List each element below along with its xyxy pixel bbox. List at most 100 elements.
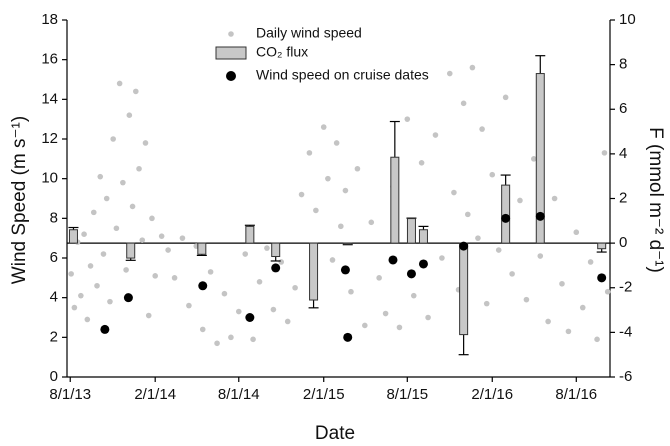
point <box>479 126 485 132</box>
point <box>483 300 490 307</box>
legend-swatch <box>215 46 247 60</box>
x-axis-label: Date <box>315 423 355 444</box>
x-tick-label: 2/1/15 <box>303 386 345 403</box>
point <box>342 187 349 194</box>
y-tick-label: 4 <box>50 289 58 306</box>
y2-tick-label: -4 <box>619 323 632 340</box>
point <box>348 288 354 295</box>
point <box>284 318 291 325</box>
point <box>278 259 285 265</box>
point <box>343 332 353 342</box>
point <box>587 259 594 265</box>
y-tick-label: 12 <box>41 130 58 147</box>
point <box>446 70 453 77</box>
point <box>517 197 523 204</box>
legend-label: CO₂ flux <box>256 44 308 60</box>
point <box>432 132 439 138</box>
point <box>406 269 416 279</box>
point <box>340 265 350 275</box>
point <box>152 273 158 279</box>
point <box>354 165 361 172</box>
point <box>425 314 431 321</box>
y-axis-label: Wind Speed (m s⁻¹) <box>9 116 30 284</box>
point <box>537 253 544 259</box>
point <box>404 116 411 122</box>
bar <box>197 242 207 255</box>
point <box>90 209 97 216</box>
y2-tick-label: 2 <box>619 189 627 206</box>
x-tick-label: 8/1/13 <box>49 386 91 403</box>
point <box>271 263 281 273</box>
point <box>120 179 126 186</box>
point <box>495 247 502 253</box>
point <box>123 267 129 273</box>
point <box>136 165 142 172</box>
y-tick-label: 10 <box>41 170 58 187</box>
point <box>469 64 476 71</box>
y2-tick-label: -2 <box>619 279 632 296</box>
point <box>325 175 331 182</box>
point <box>545 318 551 325</box>
point <box>523 296 530 303</box>
point <box>68 271 74 277</box>
x-tick-label: 8/1/14 <box>218 386 260 403</box>
point <box>362 322 368 329</box>
point <box>459 241 469 251</box>
point <box>418 259 428 269</box>
point <box>460 100 467 107</box>
point <box>123 293 133 303</box>
point <box>235 308 242 315</box>
x-tick-label: 2/1/16 <box>471 386 513 403</box>
point <box>100 324 110 334</box>
point <box>129 203 136 210</box>
legend-label: Wind speed on cruise dates <box>256 67 429 83</box>
point <box>142 140 149 146</box>
bar <box>245 225 255 244</box>
point <box>559 280 565 287</box>
point <box>126 112 133 118</box>
point <box>439 255 445 261</box>
point <box>264 245 270 251</box>
y2-tick-label: 8 <box>619 56 627 73</box>
point <box>97 173 104 180</box>
point <box>103 195 110 202</box>
y2-tick-label: 4 <box>619 145 627 162</box>
bar <box>343 242 353 245</box>
bar <box>418 229 428 244</box>
y2-tick-label: 10 <box>619 11 636 28</box>
point <box>338 223 344 230</box>
point <box>594 336 600 343</box>
x-tick-label: 8/1/16 <box>555 386 597 403</box>
point <box>132 88 139 95</box>
point <box>531 156 537 162</box>
point <box>604 288 611 295</box>
point <box>113 225 120 232</box>
point <box>107 298 113 305</box>
point <box>228 334 234 341</box>
x-tick-label: 8/1/15 <box>386 386 428 403</box>
point <box>509 271 515 277</box>
point <box>298 191 305 198</box>
legend-label: Daily wind speed <box>256 25 362 41</box>
point <box>329 257 336 263</box>
point <box>306 150 313 156</box>
point <box>464 211 471 218</box>
point <box>250 336 256 343</box>
y-tick-label: 8 <box>50 209 58 226</box>
point <box>158 233 165 239</box>
point <box>597 273 607 283</box>
point <box>199 326 206 333</box>
point <box>376 275 382 281</box>
y-tick-label: 16 <box>41 51 58 68</box>
point <box>502 94 509 101</box>
point <box>100 251 107 257</box>
point <box>579 304 586 311</box>
y2-axis-label: F (mmol m⁻² d⁻¹) <box>645 127 666 273</box>
point <box>333 140 340 146</box>
point <box>418 160 425 166</box>
y-tick-label: 0 <box>50 368 58 385</box>
y-tick-label: 2 <box>50 328 58 345</box>
point <box>94 282 100 289</box>
point <box>320 124 327 130</box>
